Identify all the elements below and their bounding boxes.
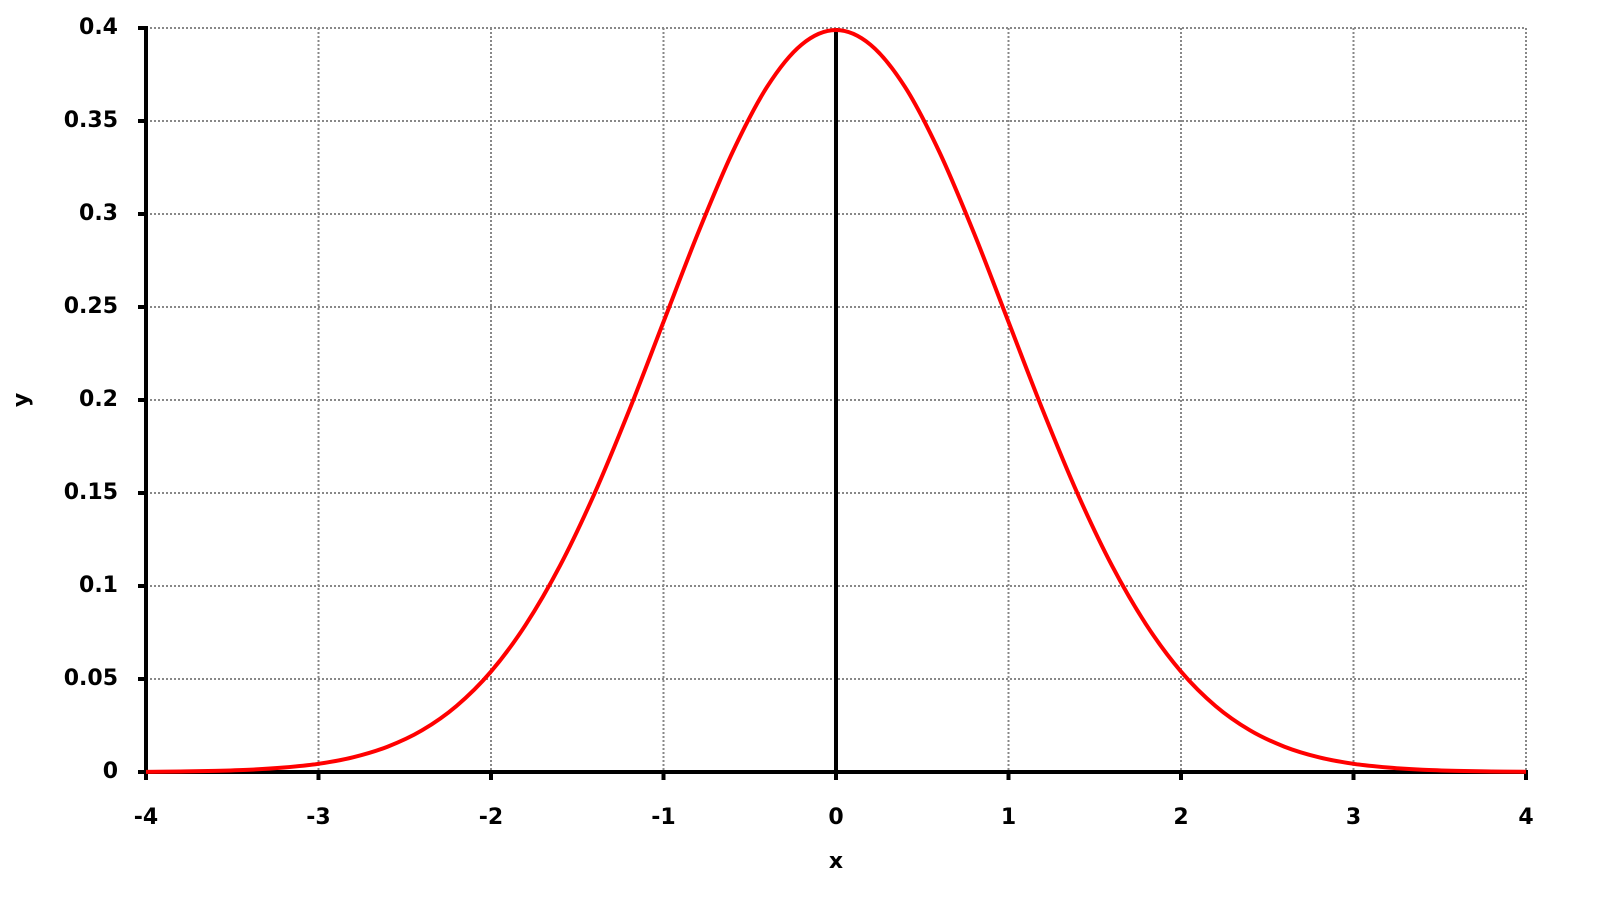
y-tick-label: 0.25 [64, 294, 118, 319]
x-tick-label: 0 [828, 805, 843, 830]
x-tick-label: -1 [651, 805, 675, 830]
x-tick-label: -4 [134, 805, 158, 830]
x-tick-label: 1 [1001, 805, 1016, 830]
y-axis-label: y [9, 393, 34, 407]
y-tick-label: 0.15 [64, 480, 118, 505]
y-tick-label: 0 [103, 759, 118, 784]
curve [145, 28, 1527, 774]
x-tick-label: -2 [479, 805, 503, 830]
x-tick-label: 2 [1173, 805, 1188, 830]
y-tick-label: 0.3 [79, 201, 118, 226]
y-tick-label: 0.2 [79, 387, 118, 412]
x-tick-label: -3 [306, 805, 330, 830]
x-axis-label: x [829, 849, 843, 874]
y-tick-label: 0.05 [64, 666, 118, 691]
x-tick-label: 3 [1346, 805, 1361, 830]
y-tick-label: 0.4 [79, 15, 118, 40]
y-tick-label: 0.1 [79, 573, 118, 598]
y-tick-label: 0.35 [64, 108, 118, 133]
x-tick-label: 4 [1518, 805, 1533, 830]
